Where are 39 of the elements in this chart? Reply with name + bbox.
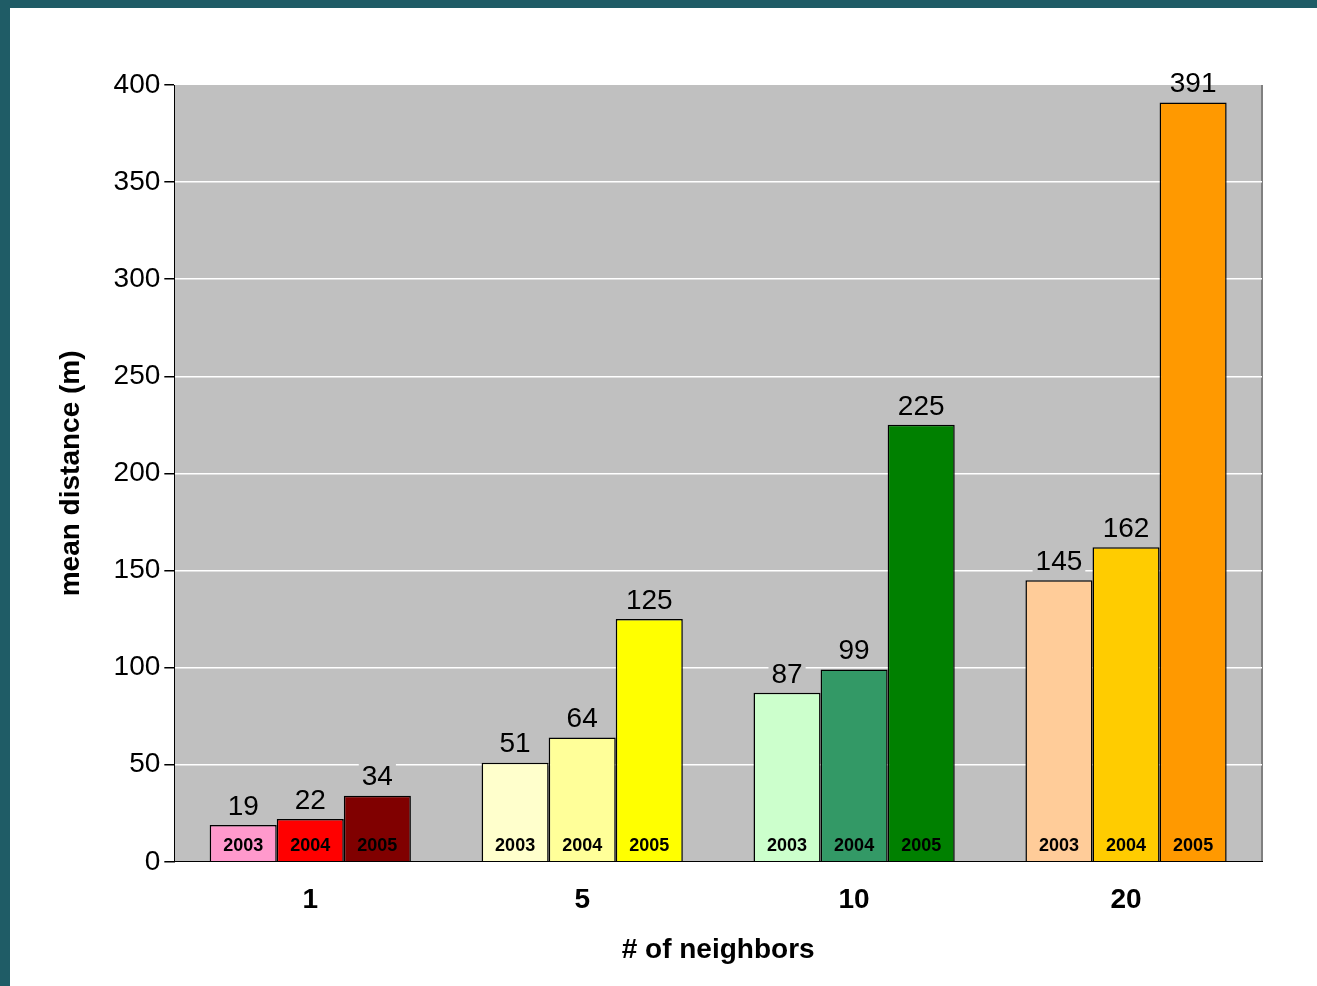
data-label: 19	[227, 789, 259, 821]
y-tick-label: 0	[144, 844, 161, 876]
x-tick-label: 5	[574, 883, 590, 915]
y-tick-label: 200	[113, 456, 161, 488]
text: 2004	[1106, 835, 1147, 856]
x-tick-label: 1	[302, 883, 319, 915]
series-label: 2004	[290, 835, 331, 856]
data-label: 391	[1169, 67, 1217, 99]
y-tick-label: 50	[129, 747, 161, 779]
series-label: 2003	[223, 835, 264, 856]
y-tick-label: 100	[113, 650, 161, 682]
text: 2003	[767, 835, 808, 856]
y-tick-label: 300	[113, 261, 161, 293]
data-label: 87	[771, 657, 803, 689]
data-label: 22	[294, 783, 326, 815]
y-axis-title: mean distance (m)	[53, 350, 85, 597]
data-label: 225	[897, 389, 945, 421]
text: 2004	[834, 835, 875, 856]
y-tick-label: 350	[113, 164, 161, 196]
data-label: 64	[566, 702, 598, 734]
data-label: 162	[1102, 511, 1150, 543]
data-label: 125	[625, 583, 673, 615]
data-label: 99	[838, 634, 870, 666]
y-tick-label: 400	[113, 67, 161, 99]
x-tick-label: 10	[838, 883, 870, 915]
x-tick-label: 20	[1110, 883, 1142, 915]
text: 2005	[1173, 835, 1214, 856]
data-label: 145	[1035, 544, 1083, 576]
data-label: 51	[499, 727, 531, 759]
series-label: 2005	[357, 835, 398, 856]
text: 2003	[1038, 835, 1079, 856]
y-tick-label: 150	[113, 553, 161, 585]
x-axis-title: # of neighbors	[621, 932, 815, 964]
text: 2004	[562, 835, 603, 856]
text: 2005	[629, 835, 670, 856]
text: 2005	[901, 835, 942, 856]
text: 2003	[495, 835, 536, 856]
y-tick-label: 250	[113, 359, 161, 391]
data-label: 34	[361, 760, 393, 792]
